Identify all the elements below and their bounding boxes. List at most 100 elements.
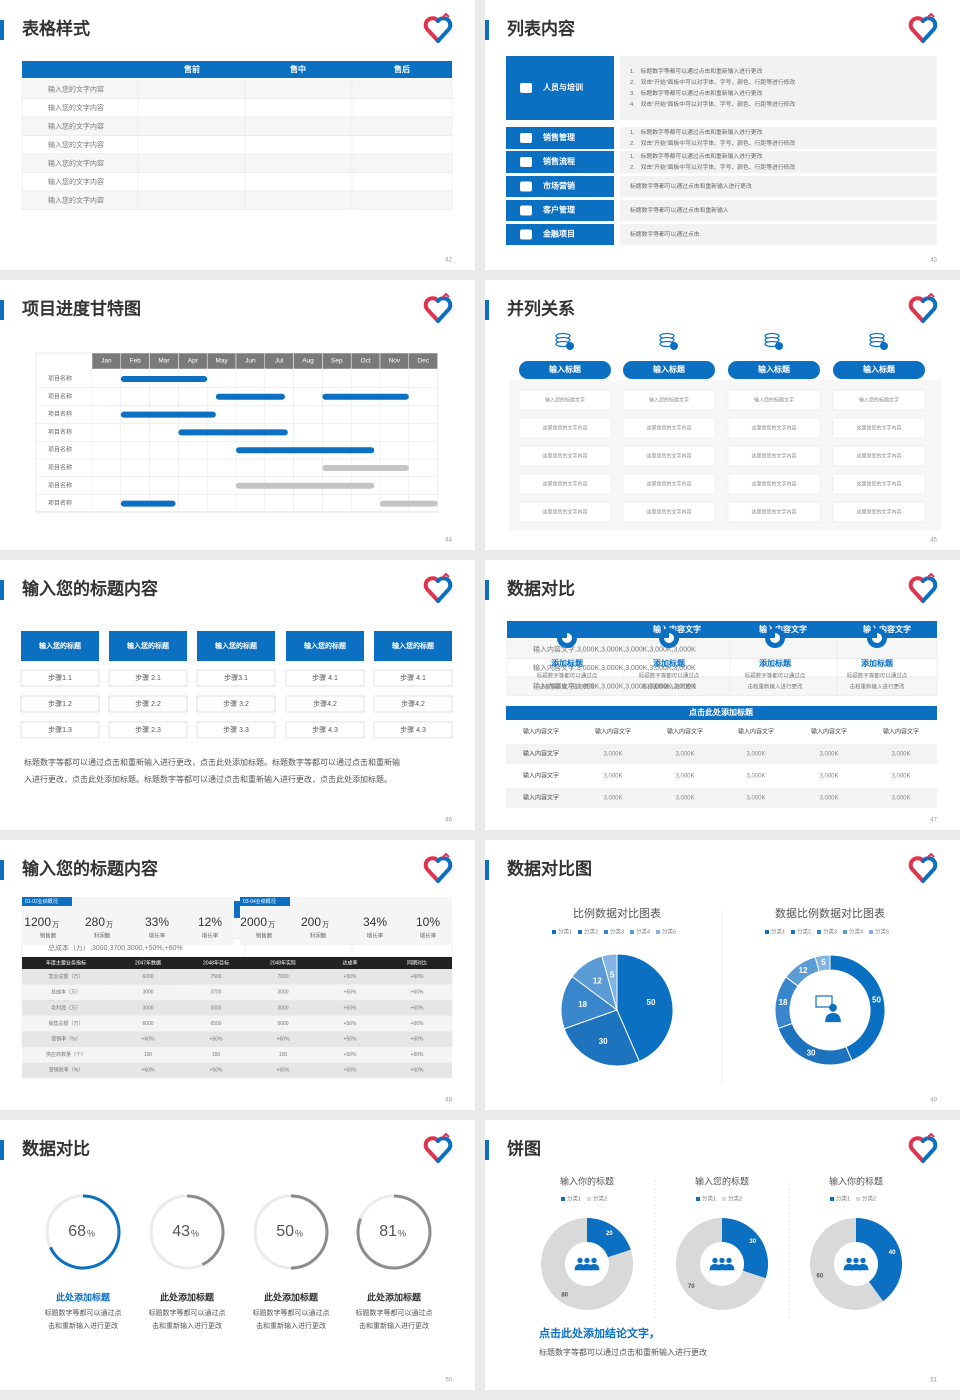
- slide-title: 表格样式: [22, 18, 90, 38]
- table-cell: 输入您的文字内容: [48, 140, 104, 149]
- logo: [436, 16, 453, 43]
- item-box: [832, 389, 926, 411]
- table-row: [22, 1047, 452, 1063]
- gantt-bar: [215, 393, 285, 400]
- item-box: [518, 389, 612, 411]
- slide-title: 列表内容: [507, 18, 575, 38]
- item-box: [518, 473, 612, 495]
- ring-arc: [49, 1194, 121, 1270]
- step-box: [373, 695, 453, 713]
- task-label: 项目名称: [48, 392, 72, 400]
- legend-label: 分类4: [636, 927, 650, 935]
- icon: [670, 342, 678, 350]
- list-label-box: [506, 200, 614, 221]
- legend-label: 分类5: [662, 927, 676, 935]
- item-text: 输入您的标题文字: [649, 396, 689, 403]
- icon: [584, 1257, 590, 1264]
- list-label: 市场营销: [543, 181, 575, 191]
- item-box: [622, 389, 716, 411]
- list-label-box: [506, 176, 614, 197]
- legend-swatch: [552, 930, 556, 934]
- gantt-bar: [236, 482, 375, 489]
- feature-desc: 标题数字等都可以通过点: [537, 671, 598, 679]
- kpi-value: 1200: [24, 915, 51, 929]
- item-text: 输入您的标题文字: [754, 396, 794, 403]
- icon: [825, 1013, 841, 1023]
- table-cell: 输入内容文字: [523, 794, 559, 802]
- ring-unit: %: [295, 1228, 303, 1238]
- kpi-label: 增长率: [420, 931, 437, 939]
- chart-title: 比例数据对比图表: [573, 906, 661, 920]
- table-cell: 100: [279, 1052, 288, 1058]
- ring-desc: 击和重新输入进行更改: [152, 1321, 222, 1330]
- table-cell: +50%: [344, 1021, 357, 1027]
- legend-swatch: [587, 1197, 591, 1201]
- ring-title: 此处添加标题: [160, 1291, 215, 1302]
- kpi-value: 12%: [198, 915, 222, 929]
- step-text: 步骤 4.1: [312, 673, 338, 682]
- list-icon: [520, 205, 532, 216]
- logo: [908, 296, 925, 323]
- kpi-unit: 万: [106, 921, 113, 929]
- title-accent: [0, 580, 4, 600]
- pill-label: 输入标题: [549, 364, 582, 374]
- icon: [815, 995, 833, 1008]
- table-cell: 3,000K: [603, 796, 622, 802]
- step-box: [20, 669, 100, 687]
- item-box: [518, 445, 612, 467]
- table-cell: 3,000K: [819, 752, 838, 758]
- table-cell: 3000: [142, 990, 153, 996]
- gantt-bar: [322, 465, 409, 471]
- legend-label: 分类2: [728, 1194, 742, 1202]
- list-item: 1. 标题数字等都可以通过点击和重新输入进行更改: [630, 67, 763, 75]
- task-label: 项目名称: [48, 410, 72, 418]
- legend-label: 分类1: [702, 1194, 716, 1202]
- slide-background: [0, 560, 475, 830]
- pie-slice: [601, 953, 618, 1011]
- list-label: 销售管理: [543, 132, 575, 142]
- list-label: 销售流程: [543, 156, 575, 166]
- task-label: 项目名称: [48, 499, 72, 507]
- table-cell: 输入内容文字,3,000K,3,000K,3,000K,3,000K,3,000…: [533, 681, 696, 690]
- title-accent: [0, 300, 4, 320]
- table-cell: 6500: [210, 1021, 221, 1027]
- pie-slice: [563, 1009, 640, 1067]
- logo: [423, 16, 440, 43]
- feature-icon: [664, 633, 674, 643]
- step-box: [108, 669, 188, 687]
- table-cell: 毛利润（万）: [51, 1004, 81, 1011]
- month-label: Feb: [130, 358, 142, 365]
- step-text: 步骤 3.2: [223, 699, 249, 708]
- month-label: Jul: [275, 358, 284, 365]
- item-box: [518, 417, 612, 439]
- table-cell: 3,000K: [819, 796, 838, 802]
- table-header-cell: 达成率: [342, 959, 357, 966]
- slide-background: [0, 1120, 475, 1390]
- legend-swatch: [869, 930, 873, 934]
- slide-title: 数据对比: [22, 1138, 90, 1158]
- title-accent: [0, 20, 4, 40]
- table-cell: 总成本（万）,3000,3700,3000,+50%,+60%: [48, 943, 183, 952]
- table-cell: 3,000K: [891, 752, 910, 758]
- page-number: 45: [930, 538, 937, 544]
- ring-unit: %: [191, 1228, 199, 1238]
- table-cell: 6000: [277, 1021, 288, 1027]
- paragraph-line: 入进行更改，点击此处添加标题。标题数字等都可以通过点击和重新输入进行更改，点击此…: [24, 774, 392, 784]
- page-number: 43: [930, 258, 937, 264]
- table-cell: 输入您的文字内容: [48, 84, 104, 93]
- logo: [921, 576, 938, 603]
- table-header-cell: 售后: [393, 64, 410, 74]
- kpi-value: 280: [85, 915, 105, 929]
- kpi-tag-label: 03-04业绩概况: [243, 898, 276, 905]
- slice-label: 40: [889, 1250, 896, 1256]
- item-text: 这里是您的文字内容: [856, 452, 901, 459]
- list-icon: [520, 83, 532, 93]
- step-box: [108, 721, 188, 739]
- logo: [908, 856, 925, 883]
- legend-swatch: [696, 1197, 700, 1201]
- table-cell: +60%: [411, 974, 424, 980]
- item-box: [727, 389, 821, 411]
- step-text: 步骤3.1: [224, 673, 248, 682]
- table-row: [506, 744, 937, 764]
